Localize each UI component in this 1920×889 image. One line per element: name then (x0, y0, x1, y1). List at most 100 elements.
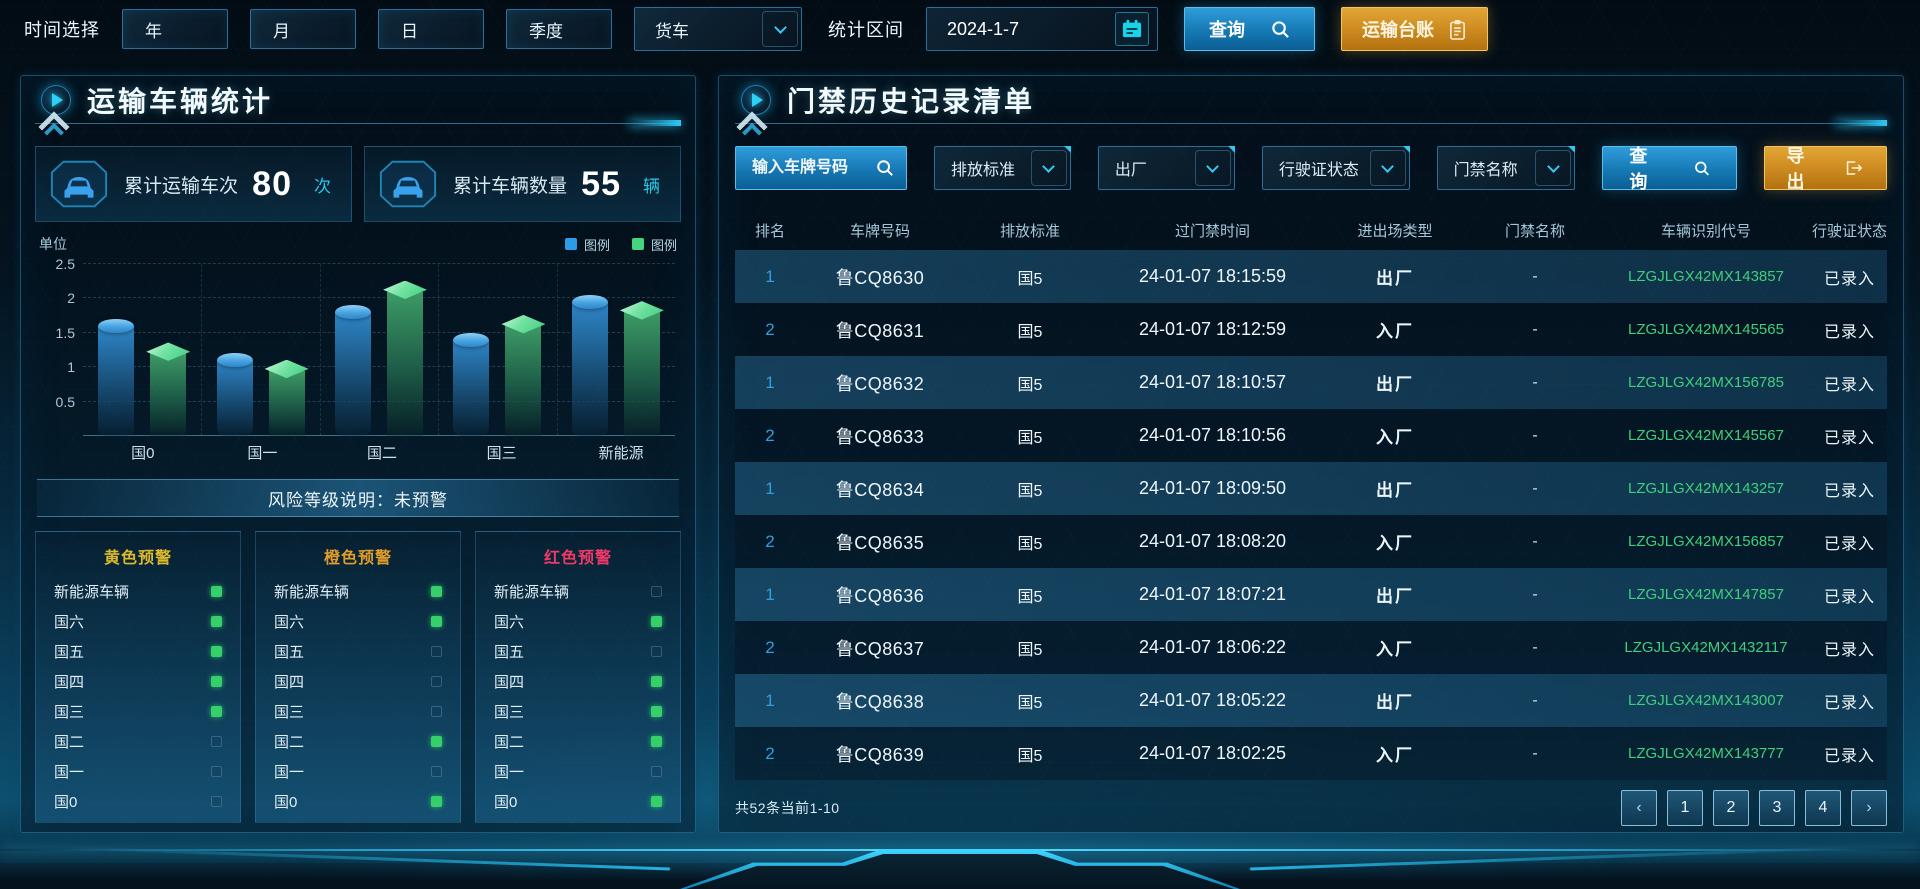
cell-vin[interactable]: LZGJLGX42MX143257 (1628, 480, 1784, 497)
warning-row: 国一 (274, 756, 442, 786)
cell-vin[interactable]: LZGJLGX42MX156785 (1628, 374, 1784, 391)
warning-row: 国三 (494, 696, 662, 726)
x-category-label: 国三 (486, 445, 517, 462)
gridline (83, 331, 675, 333)
pagination: ‹ 1 2 3 4 › (1621, 790, 1887, 826)
gate-name-select[interactable]: 门禁名称 (1436, 146, 1576, 190)
stat-value: 80 (252, 164, 292, 203)
warning-row: 国五 (494, 636, 662, 666)
cell-std: 国5 (1017, 588, 1043, 606)
cell-vin[interactable]: LZGJLGX42MX143857 (1628, 268, 1784, 285)
vehicle-stats-title: 运输车辆统计 (87, 85, 274, 117)
warning-row: 国一 (54, 756, 222, 786)
cell-vin[interactable]: LZGJLGX42MX1432117 (1624, 639, 1788, 656)
cell-std: 国5 (1017, 747, 1043, 765)
bar-cap (264, 359, 309, 379)
stat-card-trips: 累计运输车次 80 次 (35, 146, 352, 222)
vehicle-type-select[interactable]: 货车 (634, 7, 802, 51)
stat-label: 累计运输车次 (124, 175, 239, 197)
table-filter-bar: 排放标准 出厂 行驶证状态 门禁名称 查询 (735, 146, 1887, 192)
warning-indicator (211, 585, 222, 597)
warning-row: 国五 (54, 636, 222, 666)
column-header: 车牌号码 (849, 222, 910, 240)
cell-vin[interactable]: LZGJLGX42MX145565 (1628, 321, 1784, 338)
table-query-button[interactable]: 查询 (1602, 146, 1737, 192)
car-icon (50, 160, 108, 208)
warning-indicator (651, 735, 662, 747)
export-button[interactable]: 导出 (1763, 146, 1887, 192)
period-button-month[interactable]: 月 (250, 9, 356, 49)
cell-gate: - (1532, 267, 1538, 285)
page-prev-button[interactable]: ‹ (1621, 790, 1657, 826)
cell-type: 出厂 (1376, 481, 1414, 500)
calendar-icon[interactable] (1115, 12, 1149, 46)
warning-indicator (211, 765, 222, 777)
cell-plate: 鲁CQ8634 (835, 479, 925, 500)
cell-time: 24-01-07 18:05:22 (1138, 690, 1287, 710)
emission-standard-select[interactable]: 排放标准 (934, 146, 1071, 190)
cell-status: 已录入 (1823, 641, 1875, 659)
gate-history-title: 门禁历史记录清单 (787, 85, 1036, 117)
ledger-button-label: 运输台账 (1362, 20, 1434, 40)
warning-indicator (431, 735, 442, 747)
warning-indicator (431, 675, 442, 687)
vehicle-stats-panel: 运输车辆统计 累计运输车次 80 次 累计车辆数量 (20, 75, 696, 833)
plate-search-box[interactable] (735, 146, 907, 190)
page-button-3[interactable]: 3 (1759, 790, 1795, 826)
cell-gate: - (1532, 373, 1538, 391)
cell-std: 国5 (1017, 323, 1043, 341)
cell-vin[interactable]: LZGJLGX42MX145567 (1628, 427, 1784, 444)
cell-status: 已录入 (1823, 323, 1875, 341)
period-button-quarter[interactable]: 季度 (506, 9, 612, 49)
bar-cap (98, 318, 135, 333)
x-category-label: 新能源 (598, 445, 644, 462)
chart-plot: 0.5 1 1.5 2 2.5 (56, 256, 675, 436)
warning-row: 新能源车辆 (494, 576, 662, 606)
stat-label: 累计车辆数量 (453, 175, 568, 197)
topbar-query-button[interactable]: 查询 (1184, 7, 1315, 51)
cell-status: 已录入 (1823, 270, 1875, 288)
legend-swatch (564, 238, 577, 250)
grid-vline (556, 264, 558, 436)
warning-label: 国四 (54, 673, 85, 691)
cell-vin[interactable]: LZGJLGX42MX147857 (1628, 586, 1784, 603)
transport-ledger-button[interactable]: 运输台账 (1341, 7, 1488, 51)
search-icon (1272, 20, 1289, 38)
warning-indicator (431, 645, 442, 657)
warning-row: 国五 (274, 636, 442, 666)
warning-indicator (431, 765, 442, 777)
page-next-button[interactable]: › (1851, 790, 1887, 826)
table-row: 1 鲁CQ8630 国5 24-01-07 18:15:59 出厂 - LZGJLGX42M… (735, 250, 1887, 303)
period-button-year[interactable]: 年 (122, 9, 228, 49)
page-button-1[interactable]: 1 (1667, 790, 1703, 826)
table-body: 1 鲁CQ8630 国5 24-01-07 18:15:59 出厂 - LZGJLGX42M… (735, 250, 1887, 780)
cell-vin[interactable]: LZGJLGX42MX156857 (1628, 533, 1784, 550)
warning-label: 国六 (494, 613, 525, 631)
license-status-select[interactable]: 行驶证状态 (1261, 146, 1410, 190)
warning-label: 国六 (274, 613, 305, 631)
gate-history-panel: 门禁历史记录清单 排放标准 出厂 行驶证状态 (718, 75, 1904, 833)
warning-row: 国六 (494, 606, 662, 636)
warning-row: 新能源车辆 (274, 576, 442, 606)
stat-unit: 辆 (643, 176, 660, 196)
cell-vin[interactable]: LZGJLGX42MX143007 (1628, 692, 1784, 709)
date-picker[interactable]: 2024-1-7 (926, 7, 1158, 51)
cell-vin[interactable]: LZGJLGX42MX143777 (1628, 745, 1784, 762)
dropdown-label: 排放标准 (951, 162, 1016, 179)
bar-group (557, 264, 675, 436)
cell-plate: 鲁CQ8630 (835, 267, 925, 288)
warning-label: 国一 (494, 763, 525, 781)
cell-gate: - (1532, 585, 1538, 603)
page-button-4[interactable]: 4 (1805, 790, 1841, 826)
cell-gate: - (1532, 532, 1538, 550)
warning-label: 国三 (54, 703, 85, 721)
cell-type: 入厂 (1376, 534, 1414, 553)
plate-search-input[interactable] (750, 158, 876, 178)
exit-type-select[interactable]: 出厂 (1097, 146, 1235, 190)
page-button-2[interactable]: 2 (1713, 790, 1749, 826)
warning-label: 新能源车辆 (54, 583, 130, 601)
table-row: 1 鲁CQ8636 国5 24-01-07 18:07:21 出厂 - LZGJLGX42M… (735, 568, 1887, 621)
dropdown-label: 行驶证状态 (1278, 162, 1359, 179)
period-button-day[interactable]: 日 (378, 9, 484, 49)
